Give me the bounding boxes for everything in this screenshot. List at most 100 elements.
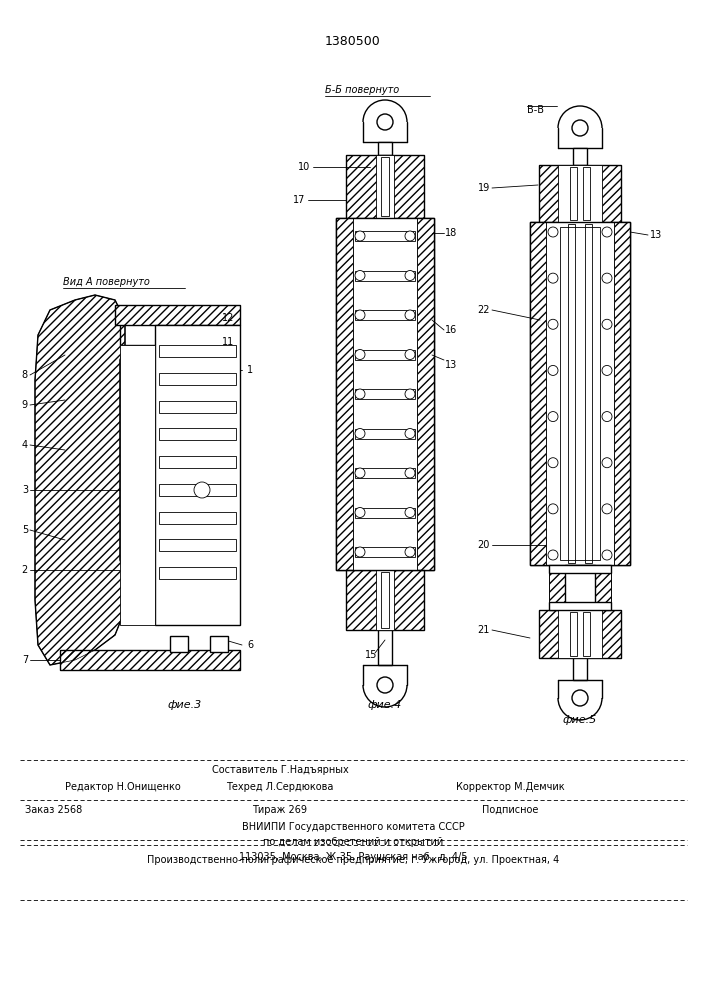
Bar bbox=[155, 325, 240, 625]
Text: 4: 4 bbox=[22, 440, 28, 450]
Text: фие.5: фие.5 bbox=[563, 715, 597, 725]
Circle shape bbox=[194, 482, 210, 498]
Bar bbox=[530, 222, 630, 565]
Bar bbox=[546, 222, 614, 565]
Circle shape bbox=[405, 428, 415, 438]
Text: Б-Б повернуто: Б-Б повернуто bbox=[325, 85, 399, 95]
Text: 10: 10 bbox=[298, 162, 310, 172]
Circle shape bbox=[548, 319, 558, 329]
Text: Производственно-полиграфическое предприятие, г. Ужгород, ул. Проектная, 4: Производственно-полиграфическое предприя… bbox=[147, 855, 559, 865]
Circle shape bbox=[405, 231, 415, 241]
Bar bbox=[159, 373, 236, 385]
Bar bbox=[346, 570, 424, 630]
Circle shape bbox=[405, 508, 415, 518]
Text: Вид А повернуто: Вид А повернуто bbox=[63, 277, 150, 287]
Bar bbox=[355, 547, 415, 557]
Circle shape bbox=[355, 350, 365, 360]
Circle shape bbox=[602, 273, 612, 283]
Text: 21: 21 bbox=[478, 625, 490, 635]
Bar bbox=[539, 610, 621, 658]
Circle shape bbox=[355, 428, 365, 438]
Bar bbox=[120, 345, 155, 625]
Text: 113035, Москва, Ж-35, Раушская наб., д. 4/5: 113035, Москва, Ж-35, Раушская наб., д. … bbox=[239, 852, 467, 862]
Bar bbox=[417, 218, 434, 570]
Bar bbox=[417, 218, 434, 570]
Bar bbox=[549, 565, 565, 610]
Bar bbox=[558, 165, 602, 222]
Bar bbox=[376, 570, 394, 630]
Bar bbox=[346, 570, 424, 630]
Text: 1380500: 1380500 bbox=[325, 35, 381, 48]
Bar bbox=[568, 224, 575, 563]
Text: 2: 2 bbox=[22, 565, 28, 575]
Bar bbox=[549, 565, 565, 610]
Bar bbox=[336, 218, 434, 570]
Bar bbox=[355, 350, 415, 360]
Bar bbox=[159, 484, 236, 496]
Text: 3: 3 bbox=[22, 485, 28, 495]
Bar bbox=[381, 572, 389, 628]
Circle shape bbox=[355, 310, 365, 320]
Circle shape bbox=[377, 114, 393, 130]
Circle shape bbox=[602, 412, 612, 422]
Bar bbox=[159, 456, 236, 468]
Text: 19: 19 bbox=[478, 183, 490, 193]
Bar bbox=[355, 428, 415, 438]
Circle shape bbox=[405, 350, 415, 360]
Circle shape bbox=[572, 690, 588, 706]
Circle shape bbox=[548, 273, 558, 283]
Circle shape bbox=[405, 468, 415, 478]
Text: фие.4: фие.4 bbox=[368, 700, 402, 710]
Text: 16: 16 bbox=[445, 325, 457, 335]
Text: ВНИИПИ Государственного комитета СССР: ВНИИПИ Государственного комитета СССР bbox=[242, 822, 464, 832]
Bar bbox=[549, 565, 611, 573]
Bar bbox=[583, 612, 590, 656]
Circle shape bbox=[602, 319, 612, 329]
Circle shape bbox=[405, 389, 415, 399]
Text: Тираж 269: Тираж 269 bbox=[252, 805, 308, 815]
Bar bbox=[355, 389, 415, 399]
Polygon shape bbox=[35, 295, 125, 665]
Circle shape bbox=[355, 231, 365, 241]
Text: 15: 15 bbox=[365, 650, 378, 660]
Bar bbox=[159, 401, 236, 413]
Circle shape bbox=[572, 120, 588, 136]
Bar bbox=[159, 428, 236, 440]
Circle shape bbox=[405, 310, 415, 320]
Bar bbox=[159, 512, 236, 524]
Text: Подписное: Подписное bbox=[481, 805, 538, 815]
Text: 12: 12 bbox=[222, 313, 235, 323]
Bar bbox=[346, 155, 424, 218]
Text: 22: 22 bbox=[477, 305, 490, 315]
Bar bbox=[595, 565, 611, 610]
Bar bbox=[573, 148, 587, 165]
Bar bbox=[549, 602, 611, 610]
Bar bbox=[159, 539, 236, 551]
Polygon shape bbox=[115, 305, 240, 325]
Bar bbox=[170, 636, 188, 652]
Bar bbox=[336, 218, 353, 570]
Bar bbox=[530, 222, 546, 565]
Circle shape bbox=[602, 458, 612, 468]
Text: В-В: В-В bbox=[527, 105, 544, 115]
Bar bbox=[336, 218, 353, 570]
Circle shape bbox=[355, 468, 365, 478]
Text: Техред Л.Сердюкова: Техред Л.Сердюкова bbox=[226, 782, 334, 792]
Bar bbox=[539, 165, 621, 222]
Bar bbox=[539, 610, 621, 658]
Text: фие.3: фие.3 bbox=[168, 700, 202, 710]
Bar bbox=[353, 218, 417, 570]
Bar bbox=[570, 167, 577, 220]
Bar bbox=[378, 630, 392, 665]
Bar bbox=[159, 567, 236, 579]
Bar bbox=[355, 310, 415, 320]
Bar bbox=[355, 231, 415, 241]
Text: 5: 5 bbox=[22, 525, 28, 535]
Bar bbox=[573, 658, 587, 680]
Text: Редактор Н.Онищенко: Редактор Н.Онищенко bbox=[65, 782, 181, 792]
Text: 13: 13 bbox=[650, 230, 662, 240]
Bar bbox=[539, 165, 621, 222]
Bar bbox=[595, 565, 611, 610]
Bar bbox=[530, 222, 546, 565]
Bar bbox=[558, 610, 602, 658]
